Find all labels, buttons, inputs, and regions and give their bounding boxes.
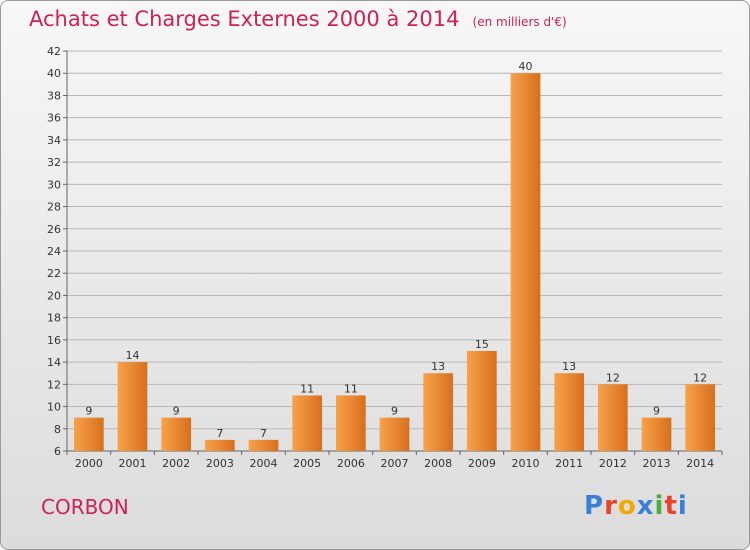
y-tick-label: 28	[47, 201, 61, 214]
y-tick-label: 40	[47, 67, 61, 80]
y-tick-label: 36	[47, 112, 61, 125]
y-tick-label: 16	[47, 334, 61, 347]
bar-value-label: 15	[475, 338, 489, 351]
x-tick-label: 2009	[468, 457, 496, 470]
x-tick-label: 2011	[555, 457, 583, 470]
bar-value-label: 40	[519, 60, 533, 73]
bar-value-label: 7	[216, 427, 223, 440]
bar	[248, 439, 279, 451]
bar	[379, 417, 410, 451]
bar	[204, 439, 235, 451]
labels: 9 2000 14 2001 9 2002 7 2003 7 2004 11 2005 11 2006 9 2…	[75, 60, 714, 470]
x-tick-label: 2002	[162, 457, 190, 470]
bar-value-label: 11	[300, 382, 314, 395]
logo-letter: t	[664, 491, 678, 521]
bar	[466, 351, 497, 451]
y-tick-label: 30	[47, 178, 61, 191]
y-tick-label: 14	[47, 356, 61, 369]
x-tick-label: 2005	[293, 457, 321, 470]
bars	[73, 73, 716, 451]
y-tick-label: 12	[47, 378, 61, 391]
y-tick-label: 20	[47, 289, 61, 302]
y-tick-label: 8	[54, 423, 61, 436]
bar-value-label: 9	[85, 405, 92, 418]
bar-value-label: 9	[653, 405, 660, 418]
bar	[335, 395, 366, 451]
x-tick-label: 2004	[250, 457, 278, 470]
y-tick-label: 18	[47, 312, 61, 325]
bar-value-label: 11	[344, 382, 358, 395]
chart-title: Achats et Charges Externes 2000 à 2014	[29, 7, 460, 31]
y-tick-label: 32	[47, 156, 61, 169]
x-tick-label: 2012	[599, 457, 627, 470]
bar	[117, 362, 148, 451]
bar-value-label: 14	[126, 349, 140, 362]
x-tick-label: 2008	[424, 457, 452, 470]
proxiti-logo: Proxiti	[584, 491, 688, 521]
x-tick-label: 2013	[643, 457, 671, 470]
bar	[292, 395, 323, 451]
y-tick-label: 34	[47, 134, 61, 147]
bar	[554, 373, 585, 451]
logo-letter: r	[604, 491, 618, 521]
y-tick-label: 42	[47, 45, 61, 58]
bar-value-label: 9	[173, 405, 180, 418]
logo-letter: x	[636, 491, 655, 521]
logo-letter: P	[584, 491, 605, 521]
bar	[73, 417, 104, 451]
bar-value-label: 13	[431, 360, 445, 373]
bar-value-label: 12	[606, 371, 620, 384]
bar-value-label: 7	[260, 427, 267, 440]
bar	[161, 417, 192, 451]
y-tick-label: 10	[47, 401, 61, 414]
bar	[685, 384, 716, 451]
logo-letter: i	[654, 491, 665, 521]
x-tick-label: 2007	[381, 457, 409, 470]
bar	[641, 417, 672, 451]
bar	[510, 73, 541, 451]
y-tick-label: 22	[47, 267, 61, 280]
commune-name: CORBON	[41, 495, 129, 519]
bar-value-label: 9	[391, 405, 398, 418]
y-tick-label: 38	[47, 89, 61, 102]
x-tick-label: 2006	[337, 457, 365, 470]
y-tick-label: 26	[47, 223, 61, 236]
x-tick-label: 2014	[686, 457, 714, 470]
bar-value-label: 12	[693, 371, 707, 384]
bar	[423, 373, 454, 451]
axes: 6 8 10 12 14 16 18 20 22 24 26 28 30 32 34 36 38 40 42	[47, 45, 723, 458]
x-tick-label: 2010	[512, 457, 540, 470]
logo-letter: i	[677, 491, 688, 521]
title-block: Achats et Charges Externes 2000 à 2014 (…	[29, 7, 567, 31]
logo-letter: o	[617, 491, 637, 521]
x-tick-label: 2003	[206, 457, 234, 470]
y-tick-label: 6	[54, 445, 61, 458]
bar-value-label: 13	[562, 360, 576, 373]
x-tick-label: 2001	[119, 457, 147, 470]
y-tick-label: 24	[47, 245, 61, 258]
x-tick-label: 2000	[75, 457, 103, 470]
chart-subtitle: (en milliers d'€)	[472, 15, 567, 29]
bar	[597, 384, 628, 451]
